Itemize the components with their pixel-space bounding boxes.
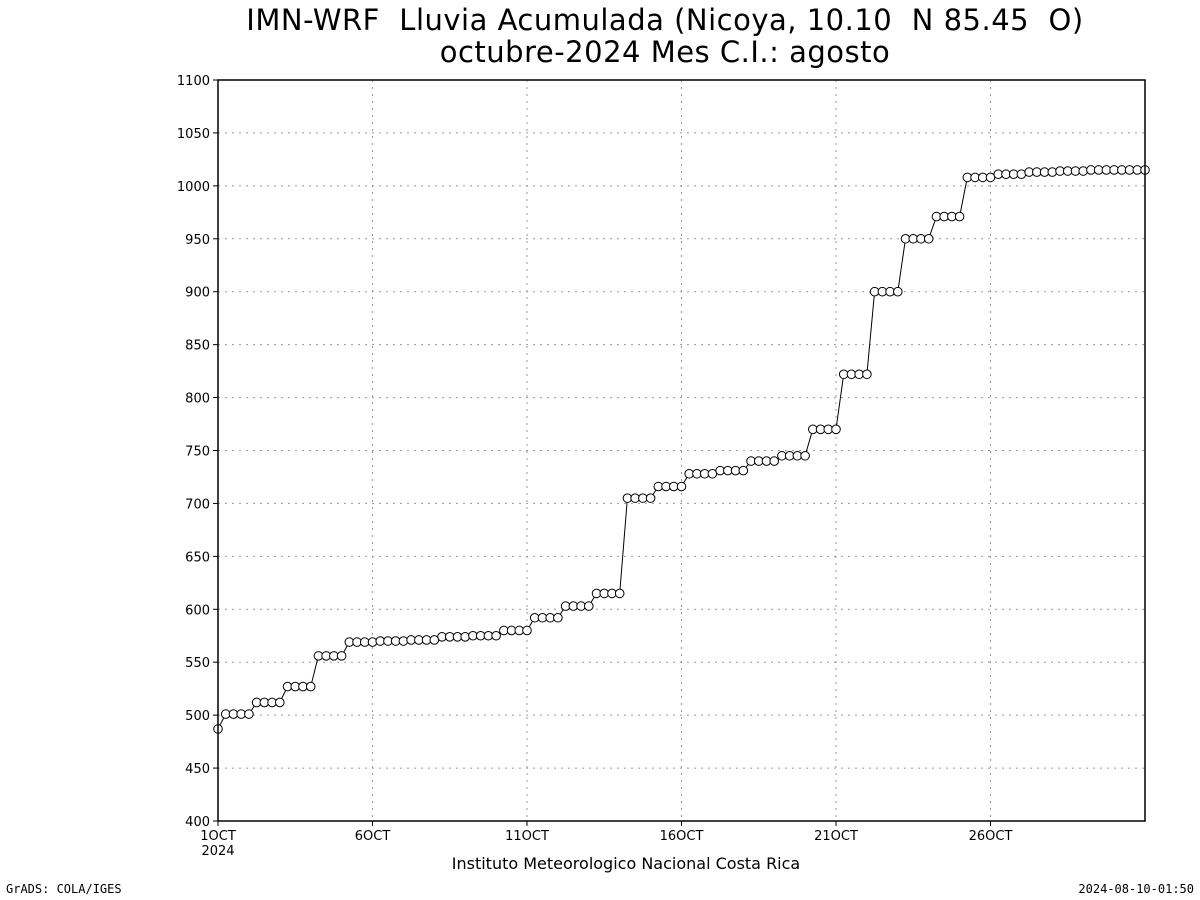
data-point [676, 481, 687, 492]
x-tick-label: 26OCT [969, 829, 1013, 844]
y-tick-label: 550 [185, 656, 210, 671]
grid-lines [218, 80, 1145, 821]
data-point [800, 450, 810, 461]
plot-frame [217, 79, 1146, 822]
data-point [275, 697, 285, 708]
data-point [398, 636, 409, 646]
data-point [522, 625, 532, 636]
data-point [1047, 167, 1058, 177]
y-tick-label: 700 [185, 497, 210, 512]
y-tick-label: 850 [185, 339, 210, 354]
data-point [553, 612, 563, 623]
axes: 400 450 500 550 600 650 700 750 800 850 900 950 1000… [177, 74, 1146, 859]
x-tick-label: 16OCT [660, 829, 704, 844]
chart-title-line-2: octubre-2024 Mes C.I.: agosto [439, 35, 891, 69]
data-point [923, 233, 934, 244]
y-tick-label: 1000 [177, 180, 210, 195]
data-point [614, 588, 625, 599]
data-point [336, 651, 347, 661]
y-tick-label: 400 [185, 815, 210, 830]
x-tick-label: 11OCT [505, 829, 549, 844]
data-point [738, 465, 749, 476]
y-tick-label: 800 [185, 392, 210, 407]
y-tick-label: 1050 [177, 127, 210, 142]
data-point [1078, 166, 1088, 176]
y-tick-label: 1100 [177, 74, 210, 89]
series-markers [213, 165, 1150, 734]
data-point [769, 456, 780, 466]
y-tick-label: 650 [185, 550, 210, 565]
software-credit: GrADS: COLA/IGES [6, 882, 122, 896]
x-tick-label: 21OCT [814, 829, 858, 844]
y-tick-label: 950 [185, 233, 210, 248]
x-year-label: 2024 [201, 844, 234, 859]
x-axis-title: Instituto Meteorologico Nacional Costa R… [452, 854, 800, 873]
y-tick-label: 900 [185, 286, 210, 301]
data-point [244, 709, 254, 719]
y-tick-label: 450 [185, 762, 210, 777]
data-point [893, 286, 903, 297]
y-tick-label: 500 [185, 709, 210, 724]
x-tick-label: 6OCT [355, 829, 391, 844]
y-tick-label: 750 [185, 445, 210, 460]
data-point [645, 493, 656, 503]
data-point [491, 630, 501, 641]
x-tick-label: 1OCT [200, 829, 236, 844]
data-point [954, 211, 965, 222]
data-point [831, 424, 841, 435]
data-point [862, 369, 872, 380]
data-point [367, 637, 378, 647]
y-tick-label: 600 [185, 603, 210, 618]
chart-title-line-1: IMN-WRF Lluvia Acumulada (Nicoya, 10.10 … [246, 3, 1084, 37]
timestamp: 2024-08-10-01:50 [1078, 882, 1194, 896]
data-point [584, 601, 594, 611]
data-point [460, 632, 471, 642]
data-point [305, 681, 316, 692]
